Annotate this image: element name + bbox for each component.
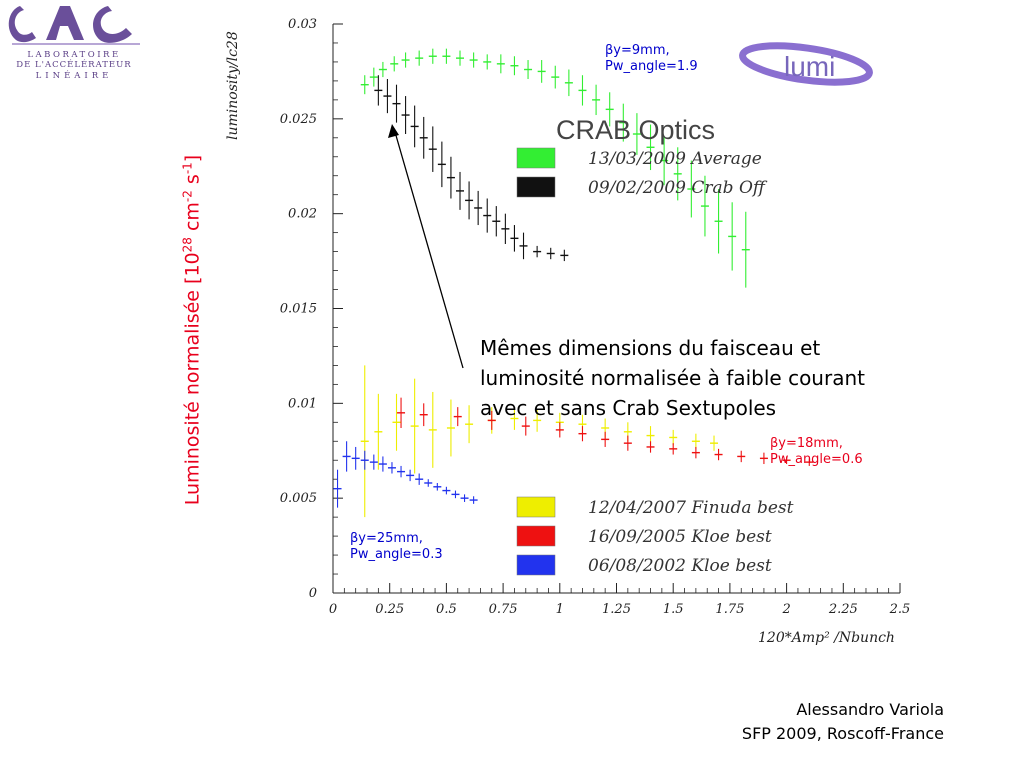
legend-swatch <box>516 147 556 169</box>
note-line-1: y=9mm, <box>613 43 670 58</box>
x-tick-label: 2 <box>781 602 790 617</box>
event-name: SFP 2009, Roscoff-France <box>741 724 944 743</box>
chart-legend-layer: 13/03/2009 Average 09/02/2009 Crab Off 12/… <box>516 147 794 576</box>
legend-label: 13/03/2009 Average <box>588 149 762 169</box>
series-2 <box>360 365 719 518</box>
series-4 <box>333 441 478 508</box>
note-line-1: y=18mm, <box>778 436 843 451</box>
logo-line-1: LABORATOIRE <box>27 50 121 60</box>
chart-legend-title: CRAB Optics <box>556 115 715 145</box>
series-3 <box>397 397 814 466</box>
slide-credit: Alessandro Variola SFP 2009, Roscoff-Fra… <box>742 698 944 746</box>
legend-swatch <box>516 525 556 547</box>
x-tick-label: 0.75 <box>489 602 518 617</box>
logo-line-2: DE L'ACCÉLÉRATEUR <box>16 60 132 70</box>
callout-text: Mêmes dimensions du faisceau et luminosi… <box>480 336 865 420</box>
y-tick-label: 0 <box>309 586 317 601</box>
callout-arrow-line <box>394 131 464 369</box>
chart-series-layer <box>333 48 814 518</box>
x-tick-label: 1.25 <box>602 602 631 617</box>
legend-label: 09/02/2009 Crab Off <box>588 178 768 198</box>
x-tick-label: 2.25 <box>828 602 858 617</box>
x-tick-label: 1 <box>556 602 564 617</box>
callout-arrow-head <box>388 124 399 138</box>
lal-logo: LABORATOIRE DE L'ACCÉLÉRATEUR LINÉAIRE <box>0 0 150 90</box>
series-0 <box>360 48 750 288</box>
y-tick-label: 0.02 <box>288 207 317 222</box>
y-tick-label: 0.01 <box>288 396 317 411</box>
legend-swatch <box>516 496 556 518</box>
note-line-1: y=25mm, <box>358 531 423 546</box>
y-tick-label: 0.03 <box>288 17 317 32</box>
beta-symbol: β <box>770 436 779 451</box>
note-beta-9mm: βy=9mm, Pw_angle=1.9 <box>605 43 698 75</box>
x-tick-label: 1.5 <box>663 602 684 617</box>
chart-x-axis-label: 120*Amp² /Nbunch <box>758 630 895 646</box>
note-beta-18mm: βy=18mm, Pw_angle=0.6 <box>770 436 863 468</box>
note-line-2: Pw_angle=0.6 <box>770 452 863 467</box>
beta-symbol: β <box>605 43 614 58</box>
x-tick-label: 0 <box>329 602 337 617</box>
beta-symbol: β <box>350 531 359 546</box>
legend-label: 12/04/2007 Finuda best <box>588 498 794 518</box>
y-tick-label: 0.015 <box>280 302 317 317</box>
note-beta-25mm: βy=25mm, Pw_angle=0.3 <box>350 531 443 563</box>
lumi-logo-text: lumi <box>784 51 835 82</box>
legend-swatch <box>516 176 556 198</box>
logo-line-3: LINÉAIRE <box>35 71 113 81</box>
x-tick-label: 1.75 <box>715 602 744 617</box>
author-name: Alessandro Variola <box>796 700 944 719</box>
legend-label: 06/08/2002 Kloe best <box>588 556 772 576</box>
x-tick-label: 2.5 <box>889 602 911 617</box>
chart-y-axis-label: luminosity/lc28 <box>225 31 241 140</box>
chart-axes: 0 0.005 0.01 0.015 0.02 0.025 0.03 0 0.25 0.5 0.75… <box>280 17 911 617</box>
y-tick-label: 0.025 <box>280 112 317 127</box>
x-tick-label: 0.5 <box>436 602 457 617</box>
note-line-2: Pw_angle=1.9 <box>605 59 698 74</box>
y-tick-label: 0.005 <box>280 491 317 506</box>
lal-logo-mark <box>8 6 140 45</box>
legend-label: 16/09/2005 Kloe best <box>588 527 772 547</box>
x-tick-label: 0.25 <box>375 602 404 617</box>
lumi-logo: lumi <box>739 42 873 86</box>
series-1 <box>374 75 569 262</box>
note-line-2: Pw_angle=0.3 <box>350 547 443 562</box>
legend-swatch <box>516 554 556 576</box>
